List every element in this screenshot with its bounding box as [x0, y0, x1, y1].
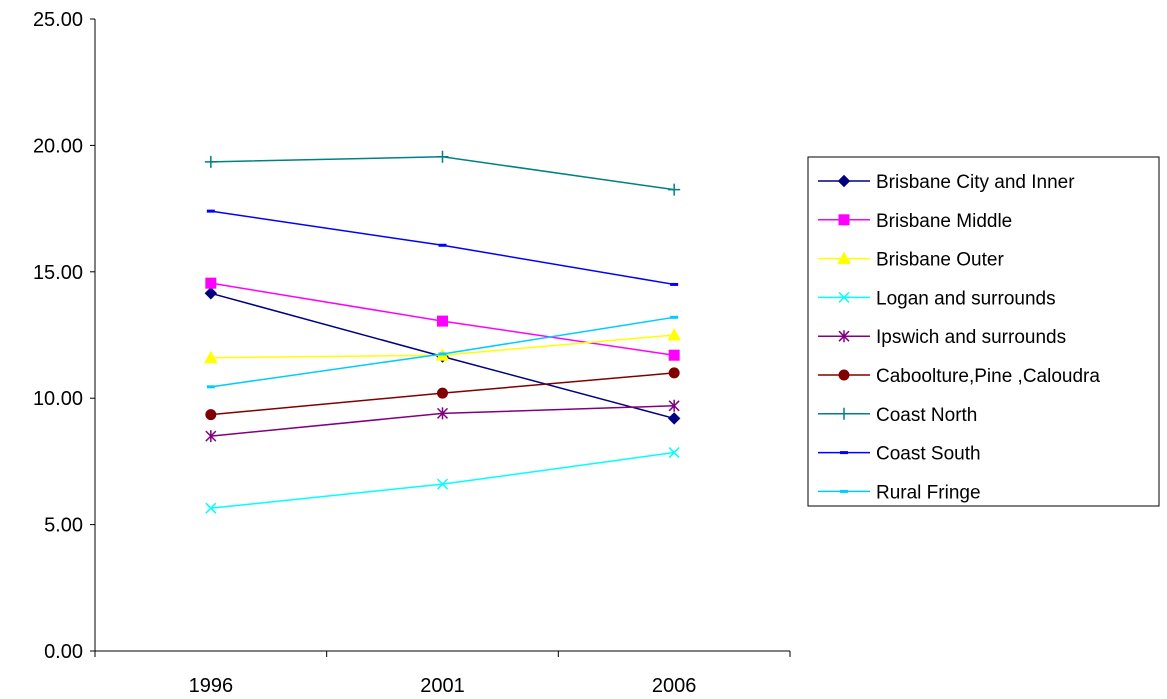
x-tick-label: 2001	[420, 675, 465, 697]
data-point	[438, 243, 447, 247]
data-point	[206, 385, 215, 389]
legend-marker	[838, 330, 850, 343]
data-point	[437, 315, 448, 327]
legend-marker	[838, 291, 850, 303]
series-coast-south	[206, 209, 679, 286]
legend-marker	[840, 489, 848, 493]
legend-item: Logan and surrounds	[818, 288, 1056, 309]
legend-label: Coast North	[876, 405, 977, 426]
data-point	[205, 430, 217, 443]
legend-item: Coast North	[818, 405, 977, 426]
series-logan-and-surrounds	[205, 447, 680, 514]
legend-label: Coast South	[876, 444, 981, 465]
data-point	[203, 350, 218, 364]
data-point	[206, 209, 215, 213]
data-point	[205, 502, 217, 514]
plot-area	[203, 150, 682, 514]
data-point	[436, 150, 449, 163]
series-coast-north	[204, 150, 681, 196]
x-tick-label: 2006	[652, 675, 697, 697]
legend-item: Ipswich and surrounds	[818, 327, 1066, 348]
data-point	[667, 327, 682, 341]
series-line	[210, 451, 675, 509]
data-point	[205, 409, 217, 421]
legend-label: Caboolture,Pine ,Caloudra	[876, 366, 1100, 387]
x-tick-label: 1996	[189, 675, 234, 697]
legend-marker	[838, 407, 850, 420]
data-point	[668, 447, 680, 459]
data-point	[205, 277, 217, 289]
legend-label: Rural Fringe	[876, 482, 981, 503]
y-tick-label: 15.00	[33, 262, 83, 284]
y-tick-label: 25.00	[33, 9, 83, 31]
data-point	[204, 155, 217, 168]
legend-item: Coast South	[818, 444, 981, 465]
data-point	[668, 367, 680, 379]
legend-marker	[837, 174, 851, 188]
data-point	[436, 407, 449, 420]
legend-item: Brisbane Outer	[818, 250, 1004, 271]
series-caboolture-pine-caloudra	[205, 367, 680, 421]
legend: Brisbane City and Inner Brisbane Middle Br…	[807, 156, 1160, 507]
y-tick-label: 0.00	[44, 641, 83, 663]
legend-item: Brisbane City and Inner	[818, 172, 1075, 193]
y-tick-label: 5.00	[44, 515, 83, 537]
legend-item: Caboolture,Pine ,Caloudra	[818, 366, 1100, 387]
legend-box	[807, 156, 1160, 507]
y-tick-label: 10.00	[33, 388, 83, 410]
legend-marker	[838, 369, 850, 381]
series-line	[210, 210, 675, 286]
data-point	[670, 282, 679, 286]
data-point	[670, 315, 679, 319]
data-point	[668, 183, 681, 196]
legend-label: Ipswich and surrounds	[876, 327, 1066, 348]
legend-item: Brisbane Middle	[818, 211, 1012, 232]
legend-marker	[840, 451, 848, 455]
legend-label: Brisbane Middle	[876, 211, 1012, 232]
legend-marker	[837, 251, 851, 265]
data-point	[668, 399, 680, 412]
data-point	[436, 478, 449, 490]
y-tick-label: 20.00	[33, 135, 83, 157]
legend-label: Brisbane Outer	[876, 250, 1004, 271]
data-point	[204, 287, 218, 300]
axes: 0.00 5.00 10.00 15.00 20.00 25.00 1996 2001 2006	[33, 9, 791, 697]
data-point	[438, 352, 447, 356]
series-rural-fringe	[206, 315, 679, 389]
legend-label: Logan and surrounds	[876, 288, 1056, 309]
series-ipswich-and-surrounds	[205, 399, 680, 443]
legend-item: Rural Fringe	[818, 482, 981, 503]
data-point	[667, 412, 681, 425]
data-point	[437, 387, 448, 399]
legend-label: Brisbane City and Inner	[876, 172, 1075, 193]
data-point	[668, 349, 680, 361]
series-brisbane-middle	[205, 277, 680, 361]
legend-marker	[838, 214, 850, 226]
